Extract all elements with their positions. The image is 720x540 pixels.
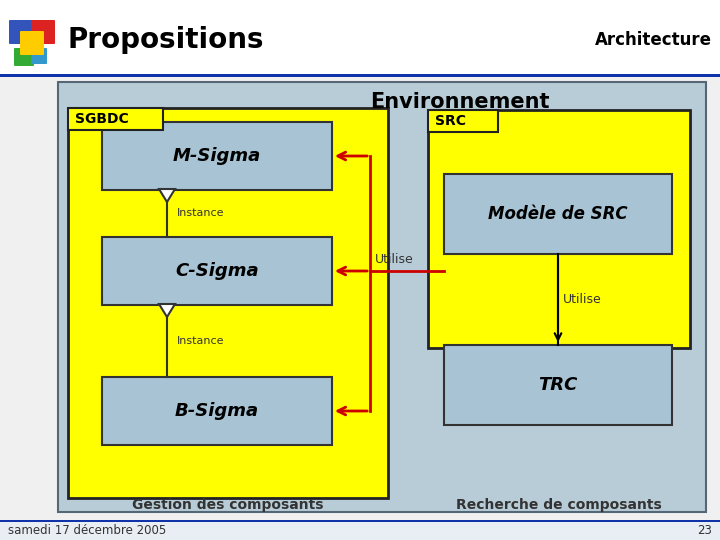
Text: Propositions: Propositions xyxy=(68,26,264,54)
Bar xyxy=(58,82,706,512)
Text: Utilise: Utilise xyxy=(375,253,414,266)
Text: 23: 23 xyxy=(697,524,712,537)
FancyBboxPatch shape xyxy=(20,31,44,55)
Text: Gestion des composants: Gestion des composants xyxy=(132,498,324,512)
Polygon shape xyxy=(159,304,175,317)
Polygon shape xyxy=(159,189,175,202)
Text: Recherche de composants: Recherche de composants xyxy=(456,498,662,512)
Bar xyxy=(444,345,672,425)
Text: C-Sigma: C-Sigma xyxy=(175,262,258,280)
Bar xyxy=(0,74,720,77)
Text: M-Sigma: M-Sigma xyxy=(173,147,261,165)
Text: B-Sigma: B-Sigma xyxy=(175,402,259,420)
Text: Instance: Instance xyxy=(177,208,225,219)
Bar xyxy=(68,108,388,498)
Text: Instance: Instance xyxy=(177,336,225,346)
FancyBboxPatch shape xyxy=(31,48,47,64)
Text: Environnement: Environnement xyxy=(370,92,549,112)
FancyBboxPatch shape xyxy=(31,20,55,44)
Text: samedi 17 décembre 2005: samedi 17 décembre 2005 xyxy=(8,524,166,537)
Text: SRC: SRC xyxy=(435,114,466,128)
Text: SGBDC: SGBDC xyxy=(75,112,129,126)
Bar xyxy=(444,174,672,254)
Bar xyxy=(0,0,720,75)
Bar xyxy=(102,237,332,305)
Bar xyxy=(428,110,690,348)
Bar xyxy=(68,108,163,130)
FancyBboxPatch shape xyxy=(14,48,34,66)
Text: Architecture: Architecture xyxy=(595,31,712,49)
Text: Modèle de SRC: Modèle de SRC xyxy=(488,205,628,223)
Text: Utilise: Utilise xyxy=(563,293,602,306)
Bar xyxy=(102,122,332,190)
Bar xyxy=(0,520,720,540)
Text: TRC: TRC xyxy=(539,376,577,394)
Bar xyxy=(0,520,720,522)
Bar xyxy=(428,110,498,132)
FancyBboxPatch shape xyxy=(9,20,33,44)
Bar xyxy=(102,377,332,445)
